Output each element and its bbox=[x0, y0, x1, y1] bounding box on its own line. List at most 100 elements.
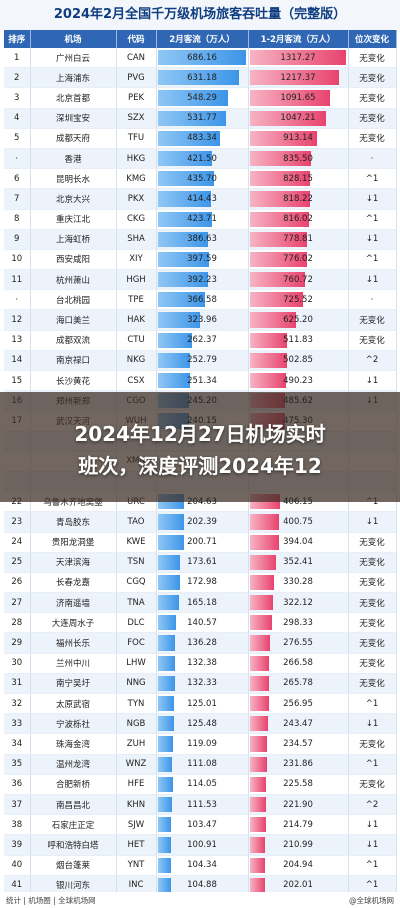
ytd-traffic-cell: 1091.65 bbox=[248, 87, 349, 109]
ytd-traffic-value: 202.01 bbox=[283, 880, 313, 891]
rank-change-cell: 无变化 bbox=[348, 774, 397, 795]
table-row: 23 青岛胶东 TAO 202.39 400.75 ↓1 bbox=[4, 511, 397, 533]
ytd-traffic-cell: 202.01 bbox=[248, 875, 349, 896]
ytd-traffic-cell: 231.86 bbox=[248, 754, 349, 775]
ytd-traffic-bar bbox=[249, 110, 326, 126]
feb-traffic-cell: 165.18 bbox=[156, 592, 249, 614]
rank-cell: 9 bbox=[4, 229, 31, 250]
ytd-traffic-bar bbox=[249, 373, 286, 389]
feb-traffic-cell: 172.98 bbox=[156, 572, 249, 594]
ytd-traffic-bar bbox=[249, 150, 311, 167]
table-row: 38 石家庄正定 SJW 103.47 214.79 ↓1 bbox=[4, 814, 397, 836]
ytd-traffic-value: 1317.27 bbox=[280, 52, 316, 63]
ytd-traffic-value: 243.47 bbox=[283, 718, 313, 729]
airport-code-cell: CKG bbox=[116, 209, 157, 230]
feb-traffic-value: 119.09 bbox=[187, 738, 217, 749]
ytd-traffic-bar bbox=[249, 231, 307, 247]
airport-name-cell: 烟台蓬莱 bbox=[30, 855, 117, 876]
rank-change-cell: 无变化 bbox=[348, 48, 397, 69]
ytd-traffic-value: 234.57 bbox=[283, 738, 313, 749]
rank-cell: 24 bbox=[4, 532, 31, 553]
airport-code-cell: CTU bbox=[116, 330, 157, 351]
feb-traffic-value: 421.50 bbox=[187, 153, 217, 164]
airport-name-cell: 青岛胶东 bbox=[30, 511, 117, 533]
table-header-row: 排序 机场 代码 2月客流（万人） 1-2月客流（万人） 位次变化 bbox=[4, 30, 397, 48]
ytd-traffic-bar bbox=[249, 574, 274, 591]
rank-change-cell: ↓1 bbox=[348, 834, 397, 856]
feb-traffic-bar bbox=[157, 70, 239, 86]
feb-traffic-value: 414.43 bbox=[187, 193, 217, 204]
feb-traffic-bar bbox=[157, 817, 171, 833]
airport-code-cell: DLC bbox=[116, 612, 157, 634]
ytd-traffic-value: 776.02 bbox=[283, 254, 313, 265]
rank-change-cell: ^1 bbox=[348, 168, 397, 190]
table-row: 26 长春龙嘉 CGQ 172.98 330.28 无变化 bbox=[4, 572, 397, 594]
rank-cell: 37 bbox=[4, 794, 31, 816]
airport-name-cell: 海口美兰 bbox=[30, 309, 117, 331]
rank-cell: · bbox=[4, 148, 31, 170]
feb-traffic-value: 323.96 bbox=[187, 315, 217, 326]
feb-traffic-value: 251.34 bbox=[187, 375, 217, 386]
header-code: 代码 bbox=[116, 30, 157, 48]
feb-traffic-value: 111.08 bbox=[187, 759, 217, 770]
rank-change-cell: 无变化 bbox=[348, 572, 397, 594]
ytd-traffic-value: 204.94 bbox=[283, 860, 313, 871]
feb-traffic-bar bbox=[157, 655, 175, 671]
ytd-traffic-bar bbox=[249, 796, 266, 813]
feb-traffic-value: 531.77 bbox=[187, 113, 217, 124]
ytd-traffic-value: 1091.65 bbox=[280, 92, 316, 103]
airport-name-cell: 南昌昌北 bbox=[30, 794, 117, 816]
ytd-traffic-value: 256.95 bbox=[283, 698, 313, 709]
feb-traffic-cell: 140.57 bbox=[156, 612, 249, 634]
rank-cell: 33 bbox=[4, 713, 31, 735]
feb-traffic-bar bbox=[157, 352, 190, 368]
rank-cell: 27 bbox=[4, 592, 31, 614]
rank-change-cell: ↓1 bbox=[348, 188, 397, 210]
airport-code-cell: TNA bbox=[116, 592, 157, 614]
ytd-traffic-cell: 394.04 bbox=[248, 532, 349, 553]
table-row: 4 深圳宝安 SZX 531.77 1047.21 无变化 bbox=[4, 108, 397, 129]
feb-traffic-value: 125.01 bbox=[187, 698, 217, 709]
ytd-traffic-cell: 265.78 bbox=[248, 673, 349, 695]
feb-traffic-cell: 435.70 bbox=[156, 168, 249, 190]
ytd-traffic-bar bbox=[249, 554, 276, 570]
airport-code-cell: PVG bbox=[116, 67, 157, 89]
table-row: 40 烟台蓬莱 YNT 104.34 204.94 ^1 bbox=[4, 855, 397, 876]
airport-code-cell: TAO bbox=[116, 511, 157, 533]
airport-name-cell: 广州白云 bbox=[30, 48, 117, 69]
table-row: 15 长沙黄花 CSX 251.34 490.23 ↓1 bbox=[4, 370, 397, 392]
feb-traffic-bar bbox=[157, 615, 176, 631]
airport-name-cell: 成都天府 bbox=[30, 128, 117, 149]
feb-traffic-bar bbox=[157, 50, 246, 66]
airport-code-cell: TSN bbox=[116, 552, 157, 573]
header-rank: 排序 bbox=[4, 30, 31, 48]
feb-traffic-cell: 414.43 bbox=[156, 188, 249, 210]
feb-traffic-value: 104.88 bbox=[187, 880, 217, 891]
feb-traffic-cell: 200.71 bbox=[156, 532, 249, 553]
rank-cell: 5 bbox=[4, 128, 31, 149]
feb-traffic-value: 100.91 bbox=[187, 839, 217, 850]
rank-cell: 3 bbox=[4, 87, 31, 109]
feb-traffic-cell: 104.88 bbox=[156, 875, 249, 896]
feb-traffic-bar bbox=[157, 554, 180, 570]
ytd-traffic-bar bbox=[249, 857, 265, 873]
airport-name-cell: 杭州萧山 bbox=[30, 269, 117, 291]
rank-change-cell: 无变化 bbox=[348, 653, 397, 674]
airport-name-cell: 大连周水子 bbox=[30, 612, 117, 634]
footer-watermark: @全球机场网 bbox=[349, 896, 394, 905]
airport-code-cell: CGQ bbox=[116, 572, 157, 594]
ytd-traffic-value: 214.79 bbox=[283, 819, 313, 830]
feb-traffic-bar bbox=[157, 574, 180, 591]
airport-name-cell: 北京首都 bbox=[30, 87, 117, 109]
feb-traffic-cell: 386.63 bbox=[156, 229, 249, 250]
headline-line-2: 班次，深度评测2024年12 bbox=[78, 454, 322, 478]
feb-traffic-cell: 103.47 bbox=[156, 814, 249, 836]
feb-traffic-cell: 483.34 bbox=[156, 128, 249, 149]
feb-traffic-bar bbox=[157, 150, 212, 167]
feb-traffic-cell: 631.18 bbox=[156, 67, 249, 89]
ytd-traffic-bar bbox=[249, 130, 317, 146]
table-row: 11 杭州萧山 HGH 392.23 760.72 ↓1 bbox=[4, 269, 397, 291]
ytd-traffic-value: 231.86 bbox=[283, 759, 313, 770]
rank-change-cell: ^1 bbox=[348, 875, 397, 896]
rank-change-cell: ^2 bbox=[348, 794, 397, 816]
